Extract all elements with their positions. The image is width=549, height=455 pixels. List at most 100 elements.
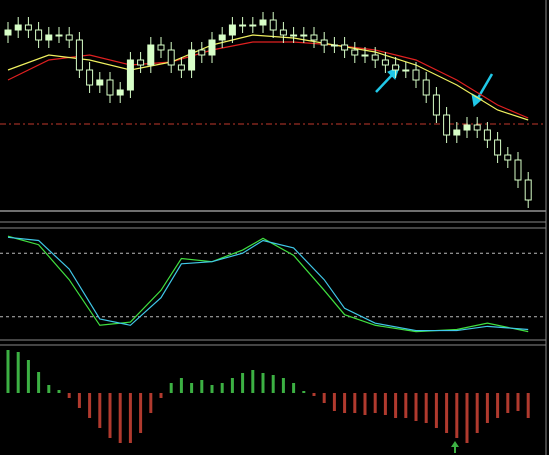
candle-body <box>157 44 165 51</box>
candle-body <box>473 124 481 131</box>
bar <box>77 393 81 408</box>
bar <box>281 378 285 393</box>
candle-body <box>361 54 369 57</box>
bar <box>496 393 500 418</box>
bar <box>6 350 10 393</box>
bar <box>149 393 153 413</box>
candle-body <box>126 59 134 91</box>
candle-body <box>392 64 400 71</box>
bar <box>363 393 367 415</box>
candle-body <box>310 34 318 41</box>
bar <box>373 393 377 413</box>
line <box>7 236 529 332</box>
line <box>7 41 529 119</box>
candle-body <box>463 124 471 131</box>
bar <box>47 385 51 393</box>
candle-body <box>177 64 185 71</box>
candle-body <box>290 34 298 37</box>
bar <box>179 378 183 393</box>
candle-body <box>300 34 308 37</box>
bar <box>139 393 143 433</box>
candle-body <box>198 49 206 56</box>
bar <box>434 393 438 428</box>
bar <box>98 393 102 428</box>
bar <box>414 393 418 421</box>
bar <box>312 393 316 396</box>
bar <box>322 393 326 403</box>
bar <box>57 390 61 393</box>
candle-body <box>65 34 73 41</box>
candle-body <box>279 29 287 36</box>
bar <box>302 391 306 393</box>
bar <box>220 383 224 393</box>
candle-body <box>412 69 420 81</box>
candle-body <box>55 34 63 37</box>
candle-body <box>14 24 22 31</box>
bar <box>210 385 214 393</box>
candle-body <box>228 24 236 36</box>
candle-body <box>483 129 491 141</box>
bar <box>465 393 469 443</box>
candle-body <box>4 29 12 36</box>
candle-body <box>147 44 155 66</box>
candle-body <box>218 34 226 41</box>
candle-body <box>75 39 83 71</box>
bar <box>485 393 489 423</box>
bar <box>475 393 479 433</box>
bar <box>26 360 30 393</box>
bar <box>190 383 194 393</box>
bar <box>261 373 265 393</box>
bar <box>108 393 112 438</box>
bar <box>241 373 245 393</box>
candle-body <box>137 59 145 66</box>
candle-body <box>208 39 216 56</box>
bar <box>16 352 20 393</box>
bar <box>455 393 459 438</box>
candle-body <box>239 24 247 27</box>
bar <box>353 393 357 413</box>
bar <box>251 370 255 393</box>
bar <box>404 393 408 418</box>
candle-body <box>116 89 124 96</box>
bar <box>332 393 336 411</box>
bar <box>88 393 92 418</box>
bar <box>506 393 510 413</box>
bar <box>383 393 387 415</box>
candle-body <box>35 29 43 41</box>
bar <box>271 375 275 393</box>
candle-body <box>320 39 328 46</box>
candle-body <box>96 79 104 86</box>
candle-body <box>106 79 114 96</box>
bar <box>159 393 163 398</box>
candle-body <box>504 154 512 161</box>
bar <box>37 372 41 393</box>
candle-body <box>371 54 379 61</box>
candle-body <box>381 59 389 66</box>
signal-arrow <box>451 441 459 453</box>
bar <box>343 393 347 413</box>
candle-body <box>432 94 440 116</box>
bar <box>169 383 173 393</box>
bar <box>445 393 449 433</box>
candle-body <box>422 79 430 96</box>
candle-body <box>514 159 522 181</box>
candle-body <box>351 49 359 56</box>
bar <box>230 378 234 393</box>
candle-body <box>24 24 32 31</box>
candle-body <box>453 129 461 136</box>
candle-body <box>167 49 175 66</box>
candle-body <box>524 179 532 201</box>
bar <box>516 393 520 411</box>
candle-body <box>249 24 257 27</box>
candle-body <box>330 44 338 47</box>
candle-body <box>45 34 53 41</box>
candle-body <box>443 114 451 136</box>
candle-body <box>188 49 196 71</box>
candle-body <box>259 19 267 26</box>
bar <box>67 393 71 398</box>
bar <box>424 393 428 423</box>
line <box>7 235 529 333</box>
bar <box>200 380 204 393</box>
